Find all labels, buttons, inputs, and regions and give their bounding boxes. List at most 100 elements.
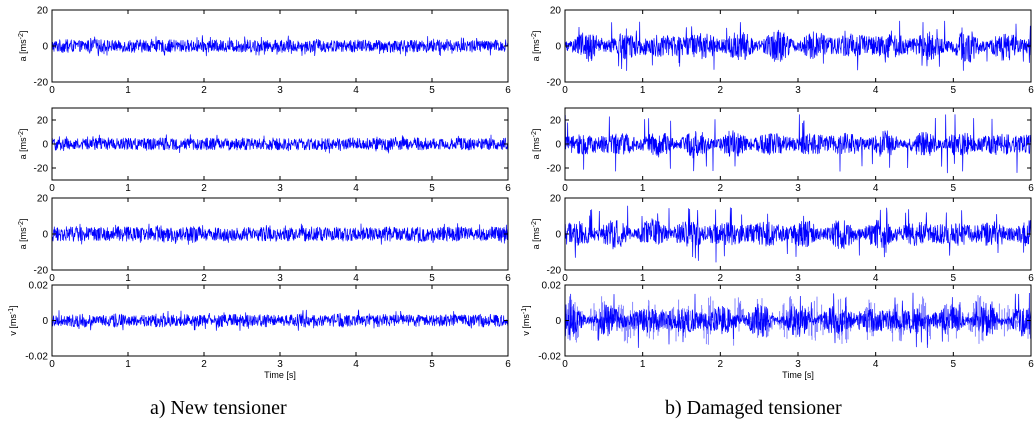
x-tick-label: 4 bbox=[873, 273, 879, 284]
x-tick-label: 0 bbox=[562, 183, 568, 194]
x-tick-label: 0 bbox=[49, 85, 55, 96]
plot-b-3: 0 1 2 3 4 5 60.020-0.02v [ms-1]Time [s] bbox=[521, 281, 1034, 381]
x-tick-label: 4 bbox=[873, 85, 879, 96]
y-tick-label: -0.02 bbox=[25, 352, 48, 363]
y-tick-label: 0 bbox=[555, 230, 561, 241]
x-tick-label: 6 bbox=[1028, 85, 1034, 96]
y-tick-label: 20 bbox=[37, 194, 49, 205]
y-axis-label: a [ms-2] bbox=[531, 31, 541, 62]
signal-series-line bbox=[52, 223, 508, 245]
y-tick-label: -20 bbox=[34, 78, 49, 89]
x-tick-label: 2 bbox=[201, 273, 207, 284]
y-tick-label: 20 bbox=[37, 116, 49, 127]
y-axis-label: a [ms-2] bbox=[18, 129, 28, 160]
x-tick-label: 1 bbox=[125, 183, 131, 194]
x-tick-label: 3 bbox=[795, 183, 801, 194]
caption-new-tensioner: a) New tensioner bbox=[150, 397, 287, 419]
signal-series-line bbox=[565, 114, 1031, 174]
y-axis-label: a [ms-2] bbox=[18, 219, 28, 250]
y-tick-label: -20 bbox=[547, 78, 562, 89]
y-tick-label: 0 bbox=[42, 230, 48, 241]
x-tick-label: 0 bbox=[562, 273, 568, 284]
x-tick-label: 2 bbox=[201, 183, 207, 194]
x-tick-label: 1 bbox=[125, 273, 131, 284]
x-tick-label: 2 bbox=[718, 359, 724, 370]
x-tick-label: 3 bbox=[795, 273, 801, 284]
x-tick-label: 0 bbox=[562, 359, 568, 370]
y-tick-label: 0.02 bbox=[542, 281, 562, 292]
x-tick-label: 3 bbox=[795, 359, 801, 370]
y-tick-label: 0 bbox=[555, 140, 561, 151]
x-tick-label: 5 bbox=[429, 273, 435, 284]
x-tick-label: 1 bbox=[125, 85, 131, 96]
x-tick-label: 4 bbox=[353, 273, 359, 284]
x-tick-label: 4 bbox=[873, 183, 879, 194]
y-tick-label: 20 bbox=[37, 6, 49, 17]
x-tick-label: 6 bbox=[505, 85, 511, 96]
x-tick-label: 1 bbox=[640, 85, 646, 96]
x-tick-label: 2 bbox=[201, 359, 207, 370]
y-tick-label: 0 bbox=[555, 316, 561, 327]
y-tick-label: -20 bbox=[34, 266, 49, 277]
x-tick-label: 0 bbox=[49, 273, 55, 284]
x-tick-label: 5 bbox=[951, 273, 957, 284]
signal-series-line bbox=[565, 292, 1031, 348]
x-axis-label: Time [s] bbox=[782, 370, 814, 380]
x-tick-label: 1 bbox=[640, 359, 646, 370]
signal-series-line bbox=[52, 309, 508, 331]
x-tick-label: 6 bbox=[1028, 183, 1034, 194]
signal-series-line bbox=[565, 20, 1031, 71]
y-tick-label: 20 bbox=[550, 194, 562, 205]
x-tick-label: 6 bbox=[505, 273, 511, 284]
x-tick-label: 1 bbox=[640, 183, 646, 194]
plot-a-3: 0 1 2 3 4 5 60.020-0.02v [ms-1]Time [s] bbox=[8, 281, 511, 381]
x-tick-label: 0 bbox=[49, 359, 55, 370]
x-tick-label: 5 bbox=[951, 183, 957, 194]
signal-series-line bbox=[52, 35, 508, 57]
x-tick-label: 3 bbox=[277, 273, 283, 284]
y-tick-label: -20 bbox=[547, 164, 562, 175]
x-tick-label: 2 bbox=[718, 85, 724, 96]
y-tick-label: -20 bbox=[547, 266, 562, 277]
y-tick-label: -20 bbox=[34, 164, 49, 175]
x-tick-label: 3 bbox=[277, 359, 283, 370]
x-tick-label: 5 bbox=[951, 359, 957, 370]
x-tick-label: 5 bbox=[429, 85, 435, 96]
x-tick-label: 4 bbox=[353, 183, 359, 194]
y-tick-label: 0 bbox=[42, 140, 48, 151]
x-tick-label: 3 bbox=[277, 85, 283, 96]
y-tick-label: 20 bbox=[550, 6, 562, 17]
y-axis-label: v [ms-1] bbox=[8, 305, 18, 335]
x-tick-label: 3 bbox=[795, 85, 801, 96]
x-tick-label: 2 bbox=[718, 183, 724, 194]
x-tick-label: 4 bbox=[353, 85, 359, 96]
y-tick-label: 0 bbox=[42, 42, 48, 53]
x-tick-label: 0 bbox=[49, 183, 55, 194]
x-tick-label: 3 bbox=[277, 183, 283, 194]
y-axis-label: v [ms-1] bbox=[521, 305, 531, 335]
x-tick-label: 6 bbox=[505, 359, 511, 370]
y-axis-label: a [ms-2] bbox=[531, 129, 541, 160]
x-tick-label: 2 bbox=[201, 85, 207, 96]
y-axis-label: a [ms-2] bbox=[531, 219, 541, 250]
x-tick-label: 1 bbox=[125, 359, 131, 370]
x-tick-label: 4 bbox=[353, 359, 359, 370]
y-tick-label: 0.02 bbox=[29, 281, 49, 292]
x-tick-label: 6 bbox=[505, 183, 511, 194]
x-axis-label: Time [s] bbox=[264, 370, 296, 380]
x-tick-label: 2 bbox=[718, 273, 724, 284]
x-tick-label: 6 bbox=[1028, 273, 1034, 284]
y-tick-label: 0 bbox=[555, 42, 561, 53]
caption-damaged-tensioner: b) Damaged tensioner bbox=[665, 397, 842, 419]
signal-series-line bbox=[52, 134, 508, 154]
x-tick-label: 1 bbox=[640, 273, 646, 284]
signal-series-line bbox=[565, 205, 1031, 263]
y-axis-label: a [ms-2] bbox=[18, 31, 28, 62]
